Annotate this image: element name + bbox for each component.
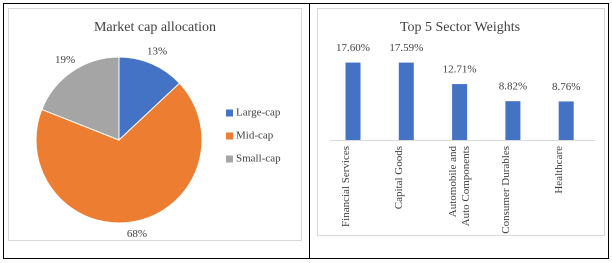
legend-label: Large-cap xyxy=(236,107,281,119)
bar xyxy=(398,62,414,140)
x-tick-label: Financial Services xyxy=(340,146,352,227)
chart-title: Top 5 Sector Weights xyxy=(400,20,520,35)
data-label: 8.82% xyxy=(499,81,527,93)
data-label: 17.60% xyxy=(336,42,370,54)
data-label: 8.76% xyxy=(552,81,580,93)
legend-swatch xyxy=(226,155,233,163)
data-label: 68% xyxy=(127,228,147,240)
data-label: 13% xyxy=(147,45,167,57)
x-tick-label: Consumer Durables xyxy=(499,146,512,234)
data-label: 19% xyxy=(55,54,75,66)
bar xyxy=(452,84,468,140)
data-label: 12.71% xyxy=(443,64,477,76)
bar xyxy=(558,101,574,140)
legend-swatch xyxy=(226,132,233,140)
pie-slice xyxy=(35,82,203,224)
chart-title: Market cap allocation xyxy=(94,20,216,35)
x-tick-label: Healthcare xyxy=(553,146,566,194)
frame xyxy=(3,3,609,259)
x-tick-label: Capital Goods xyxy=(393,146,406,210)
pie-slice xyxy=(118,56,181,142)
legend-swatch xyxy=(226,109,233,117)
pie-slice xyxy=(41,56,120,141)
bar xyxy=(505,101,521,140)
legend-label: Small-cap xyxy=(236,153,281,165)
bar xyxy=(345,62,361,141)
legend-label: Mid-cap xyxy=(236,130,274,142)
x-tick-label: Automobile and Auto Components xyxy=(446,146,472,227)
data-label: 17.59% xyxy=(389,42,423,54)
